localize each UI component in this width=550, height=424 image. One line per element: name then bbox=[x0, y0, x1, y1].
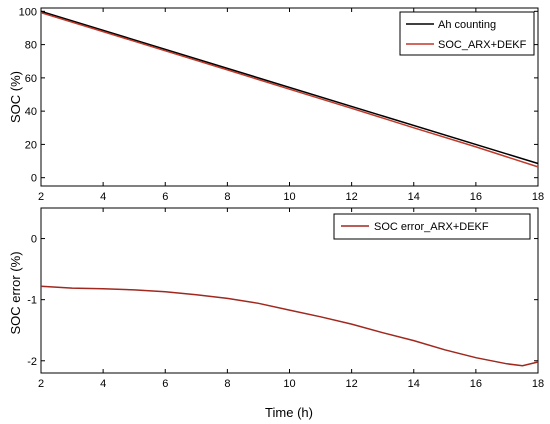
top-x-tick-label: 8 bbox=[224, 191, 230, 203]
top-x-tick-label: 4 bbox=[100, 191, 106, 203]
bottom-x-tick-label: 14 bbox=[408, 378, 420, 390]
top-y-tick-label: 100 bbox=[19, 6, 37, 18]
top-y-axis-label: SOC (%) bbox=[8, 71, 23, 123]
top-x-tick-label: 2 bbox=[38, 191, 44, 203]
top-legend-box bbox=[399, 11, 535, 56]
bottom-x-tick-label: 4 bbox=[100, 378, 106, 390]
bottom-x-tick-label: 18 bbox=[532, 378, 544, 390]
bottom-y-tick-label: -1 bbox=[27, 295, 37, 307]
bottom-x-tick-label: 6 bbox=[162, 378, 168, 390]
bottom-y-tick-label: -2 bbox=[27, 356, 37, 368]
bottom-series bbox=[40, 285, 539, 367]
top-x-tick-label: 10 bbox=[283, 191, 295, 203]
top-x-tick-label: 14 bbox=[408, 191, 420, 203]
top-y-tick-label: 20 bbox=[25, 139, 37, 151]
bottom-y-tick-label: 0 bbox=[31, 234, 37, 246]
bottom-y-axis-label: SOC error (%) bbox=[8, 251, 23, 334]
legend-label-ah-counting: Ah counting bbox=[438, 19, 496, 31]
top-legend: Ah counting SOC_ARX+DEKF bbox=[399, 11, 535, 56]
legend-label-soc-error: SOC error_ARX+DEKF bbox=[374, 221, 489, 233]
top-y-tick-label: 0 bbox=[31, 173, 37, 185]
series-line-ah-counting bbox=[40, 10, 539, 165]
top-x-tick-label: 16 bbox=[470, 191, 482, 203]
top-x-tick-label: 18 bbox=[532, 191, 544, 203]
series-line-soc-error-arx-dekf bbox=[40, 285, 539, 367]
bottom-x-tick-label: 8 bbox=[224, 378, 230, 390]
top-series bbox=[40, 10, 539, 168]
top-x-tick-label: 6 bbox=[162, 191, 168, 203]
bottom-legend: SOC error_ARX+DEKF bbox=[333, 213, 531, 240]
legend-label-soc-arx-dekf: SOC_ARX+DEKF bbox=[438, 39, 527, 51]
bottom-x-tick-label: 12 bbox=[346, 378, 358, 390]
bottom-ticks: 2 4 6 8 10 12 14 16 18 0 -1 -2 bbox=[27, 208, 544, 390]
top-y-tick-label: 60 bbox=[25, 73, 37, 85]
bottom-panel: 2 4 6 8 10 12 14 16 18 0 -1 -2 SOC error (%) Time (… bbox=[8, 207, 544, 420]
bottom-x-tick-label: 10 bbox=[283, 378, 295, 390]
bottom-x-tick-label: 16 bbox=[470, 378, 482, 390]
series-line-soc-arx-dekf bbox=[40, 11, 539, 168]
bottom-x-axis-label: Time (h) bbox=[265, 405, 313, 420]
top-ticks: 2 4 6 8 10 12 14 16 18 0 20 40 60 80 100 bbox=[19, 6, 544, 203]
top-y-tick-label: 80 bbox=[25, 40, 37, 52]
top-y-tick-label: 40 bbox=[25, 106, 37, 118]
bottom-x-tick-label: 2 bbox=[38, 378, 44, 390]
top-x-tick-label: 12 bbox=[346, 191, 358, 203]
top-panel: 2 4 6 8 10 12 14 16 18 0 20 40 60 80 100 SOC (%) Ah co… bbox=[8, 6, 544, 203]
